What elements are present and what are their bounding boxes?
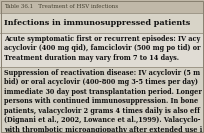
Text: Suppression of reactivation disease: IV acyclovir (5 m
bid) or oral acyclovir (4: Suppression of reactivation disease: IV … — [4, 69, 202, 133]
Bar — [0, 33, 204, 67]
Text: Infections in immunosuppressed patients: Infections in immunosuppressed patients — [4, 19, 190, 27]
Bar — [0, 67, 204, 133]
Text: Table 36.1   Treatment of HSV infections: Table 36.1 Treatment of HSV infections — [4, 4, 118, 9]
Text: Acute symptomatic first or recurrent episodes: IV acy
acyclovir (400 mg qid), fa: Acute symptomatic first or recurrent epi… — [4, 35, 201, 62]
Bar — [0, 0, 204, 13]
Bar — [0, 13, 204, 33]
